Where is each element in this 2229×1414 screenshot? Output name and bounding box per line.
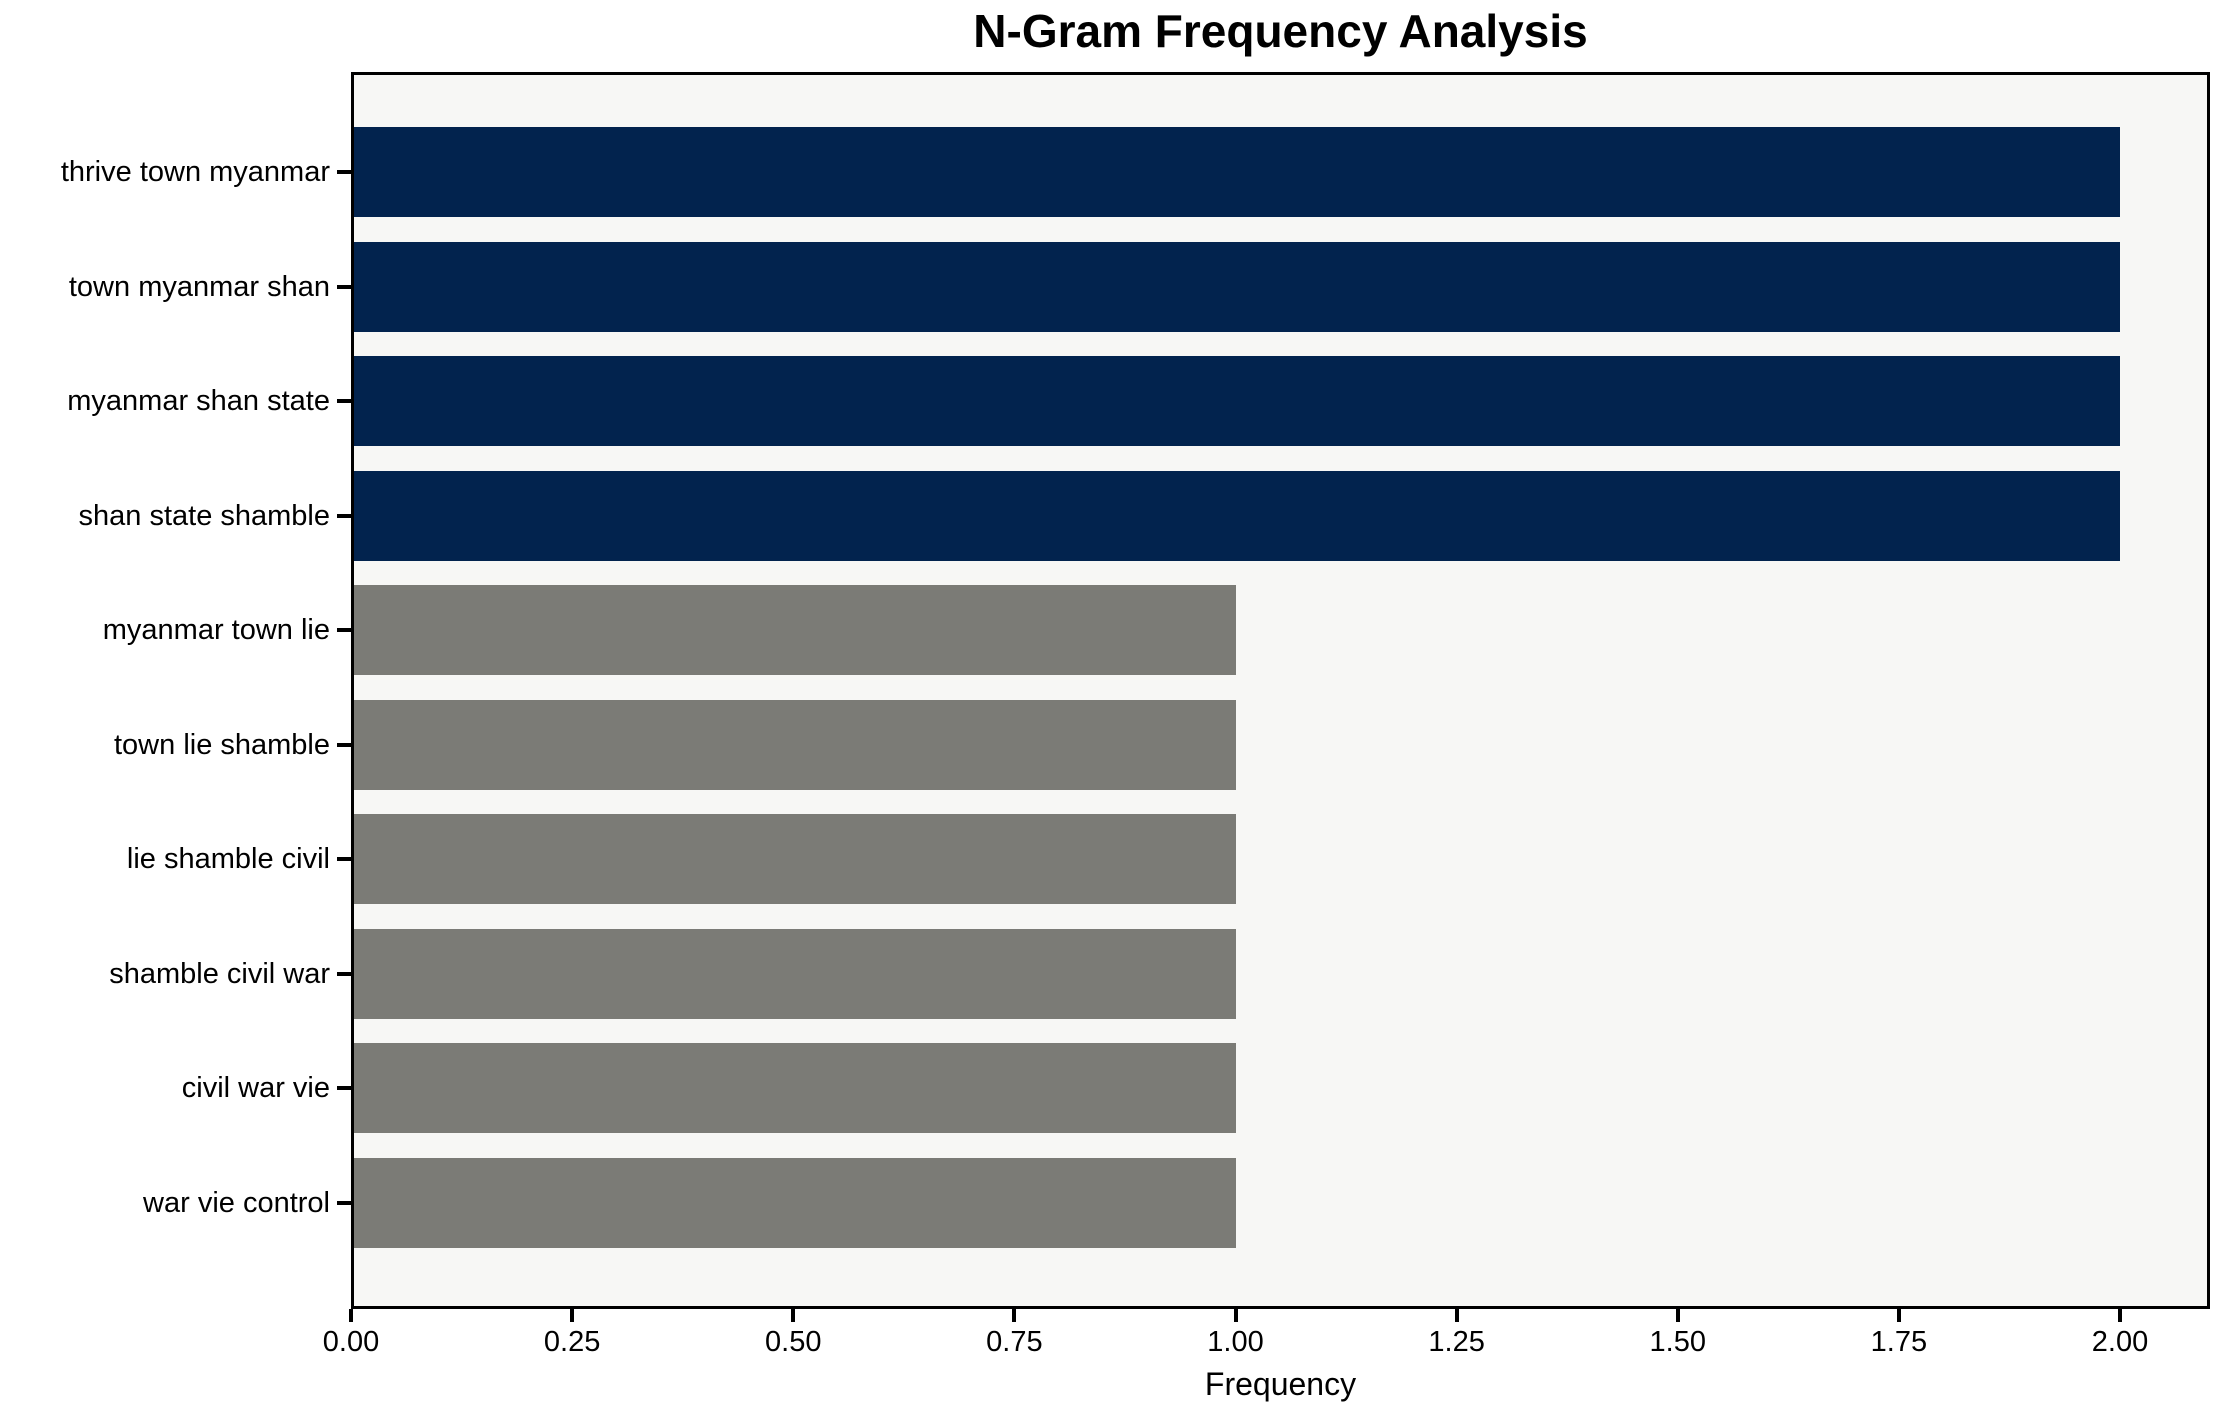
x-tick-mark bbox=[1233, 1309, 1238, 1322]
x-tick-label: 1.50 bbox=[1649, 1326, 1706, 1358]
y-tick-label: town myanmar shan bbox=[68, 270, 330, 303]
y-tick-mark bbox=[337, 513, 351, 518]
bar bbox=[354, 928, 1236, 1019]
x-tick-label: 1.25 bbox=[1428, 1326, 1485, 1358]
y-tick-label: myanmar shan state bbox=[67, 385, 330, 417]
bar bbox=[354, 470, 2120, 561]
x-tick-label: 0.25 bbox=[543, 1326, 601, 1358]
y-tick-mark bbox=[337, 971, 351, 976]
y-tick-label: shamble civil war bbox=[109, 957, 330, 990]
x-tick-label: 0.00 bbox=[322, 1326, 380, 1358]
x-tick-mark bbox=[2118, 1309, 2122, 1322]
y-tick-mark bbox=[337, 284, 351, 289]
y-tick-mark bbox=[337, 628, 351, 632]
y-tick-label: thrive town myanmar bbox=[60, 156, 330, 188]
y-tick-label: war vie control bbox=[143, 1186, 330, 1219]
bar bbox=[354, 241, 2120, 332]
y-tick-label: civil war vie bbox=[181, 1072, 330, 1104]
x-tick-mark bbox=[570, 1309, 575, 1322]
bar bbox=[354, 585, 1236, 675]
x-tick-label: 0.75 bbox=[986, 1326, 1043, 1358]
y-tick-mark bbox=[337, 1200, 351, 1205]
bar bbox=[354, 1043, 1236, 1133]
y-tick-mark bbox=[337, 170, 351, 174]
y-tick-mark bbox=[337, 742, 351, 747]
x-tick-mark bbox=[791, 1309, 796, 1322]
y-tick-label: myanmar town lie bbox=[102, 614, 330, 646]
y-tick-label: lie shamble civil bbox=[126, 843, 330, 875]
x-tick-mark bbox=[349, 1309, 353, 1322]
x-tick-label: 1.75 bbox=[1870, 1326, 1928, 1358]
bar bbox=[354, 1157, 1236, 1248]
chart-title: N-Gram Frequency Analysis bbox=[973, 5, 1588, 57]
x-tick-mark bbox=[1675, 1309, 1680, 1322]
y-tick-mark bbox=[337, 399, 351, 403]
x-tick-label: 1.00 bbox=[1207, 1326, 1264, 1358]
x-tick-label: 2.00 bbox=[2091, 1326, 2149, 1358]
y-tick-mark bbox=[337, 1086, 351, 1090]
x-tick-mark bbox=[1012, 1309, 1017, 1322]
bar bbox=[354, 356, 2120, 446]
y-tick-label: shan state shamble bbox=[78, 499, 330, 532]
x-axis-label: Frequency bbox=[1204, 1366, 1357, 1402]
x-tick-label: 0.50 bbox=[765, 1326, 822, 1358]
bar bbox=[354, 814, 1236, 904]
bar bbox=[354, 127, 2120, 217]
x-tick-mark bbox=[1454, 1309, 1459, 1322]
y-tick-label: town lie shamble bbox=[114, 728, 330, 761]
y-tick-mark bbox=[337, 857, 351, 861]
x-tick-mark bbox=[1896, 1309, 1901, 1322]
bar bbox=[354, 699, 1236, 790]
